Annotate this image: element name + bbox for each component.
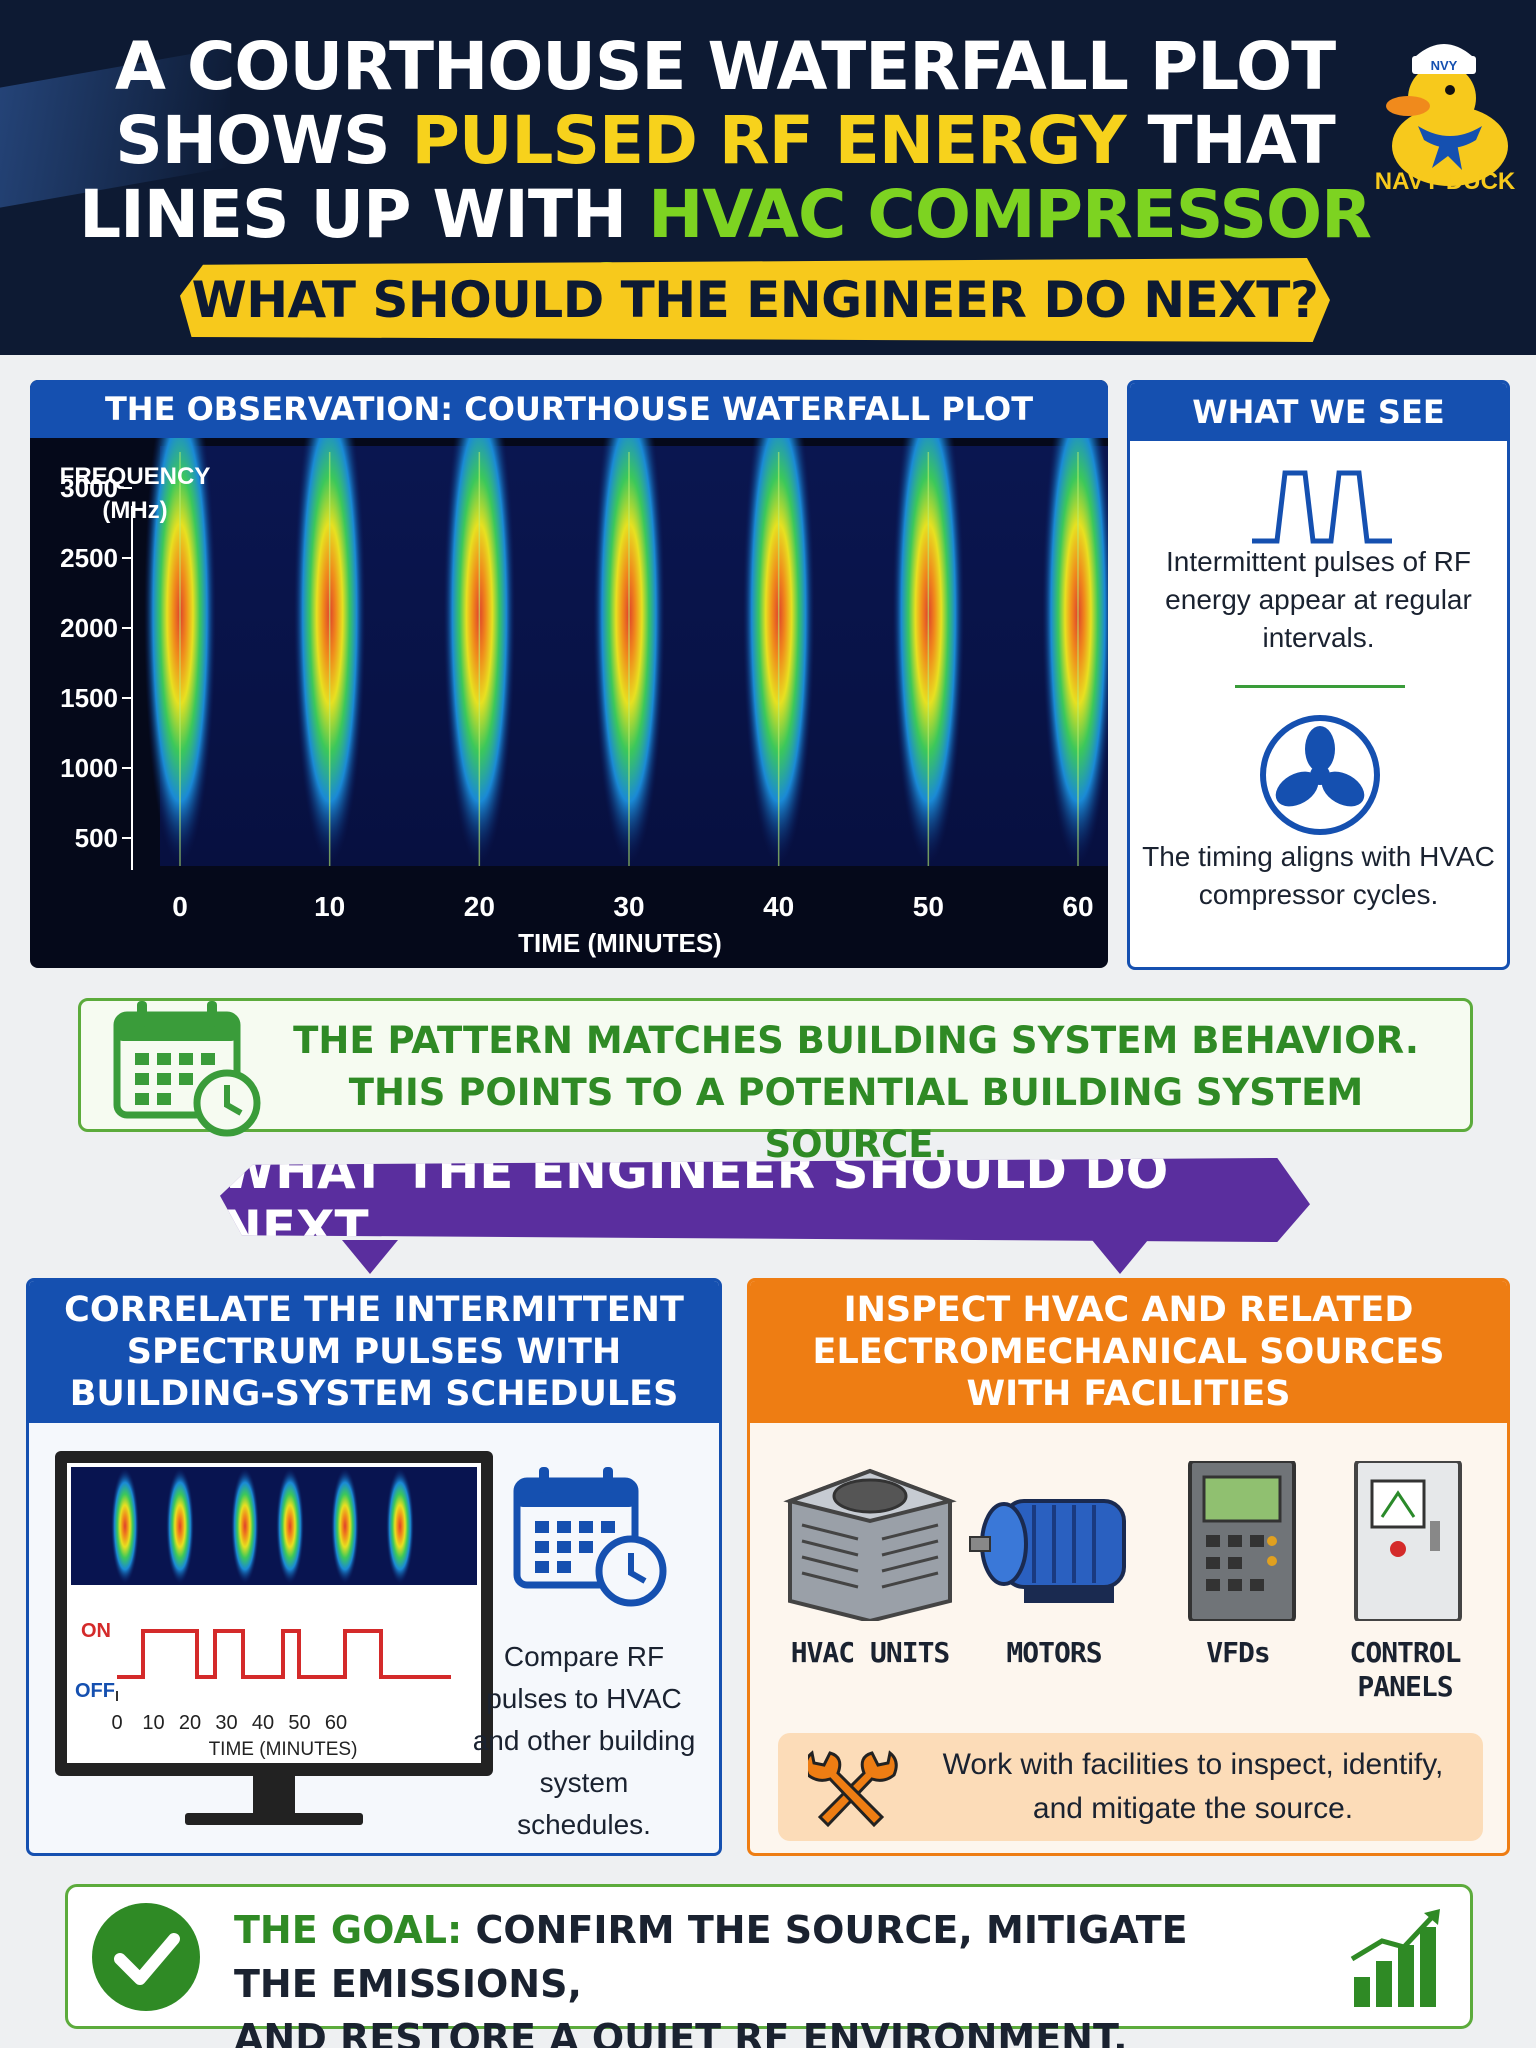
headline-line-1: A COURTHOUSE WATERFALL PLOT <box>114 28 1336 105</box>
question-text: WHAT SHOULD THE ENGINEER DO NEXT? <box>191 271 1319 329</box>
work-text: Work with facilities to inspect, identif… <box>942 1748 1444 1825</box>
x-tick-label: 50 <box>913 891 944 922</box>
correlate-card: CORRELATE THE INTERMITTENT SPECTRUM PULS… <box>26 1278 722 1856</box>
headline-text: THAT <box>1125 102 1335 179</box>
x-axis-label: TIME (MINUTES) <box>518 928 722 958</box>
fan-icon <box>1260 715 1380 835</box>
correlate-text: Compare RF pulses to HVAC and other buil… <box>472 1641 696 1840</box>
y-tick-label: 1500 <box>60 683 118 713</box>
goal-line-1: THE GOAL: CONFIRM THE SOURCE, MITIGATE T… <box>234 1903 1234 2011</box>
mini-x-tick-label: 0 <box>111 1712 122 1734</box>
pattern-callout: THE PATTERN MATCHES BUILDING SYSTEM BEHA… <box>78 998 1473 1166</box>
mini-rf-pulse <box>166 1468 194 1584</box>
motor-icon <box>969 1499 1126 1603</box>
header-banner: A COURTHOUSE WATERFALL PLOT SHOWS PULSED… <box>0 0 1536 355</box>
goal-text-1: CONFIRM THE SOURCE, MITIGATE THE EMISSIO… <box>234 1908 1188 2006</box>
x-tick-label: 10 <box>314 891 345 922</box>
y-tick-label: 3000 <box>60 473 118 503</box>
rf-pulse-6 <box>1042 438 1108 864</box>
mini-x-label: TIME (MINUTES) <box>209 1739 358 1760</box>
y-tick-label: 500 <box>75 823 118 853</box>
off-label: OFF <box>75 1680 115 1702</box>
y-axis-label-line-2: (MHz) <box>102 497 167 524</box>
calendar-clock-icon <box>113 1001 261 1137</box>
navy-duck-logo: NVY <box>1386 44 1508 186</box>
goal-label: THE GOAL: <box>234 1908 463 1952</box>
observation-title: THE OBSERVATION: COURTHOUSE WATERFALL PL… <box>30 380 1108 438</box>
mini-x-tick-label: 60 <box>325 1712 347 1734</box>
hvac-unit-icon <box>783 1468 957 1621</box>
logo-label: NAVY DUCK <box>1374 168 1516 195</box>
headline-text: LINES UP WITH <box>79 176 649 253</box>
what-we-see-title: WHAT WE SEE <box>1130 383 1507 441</box>
y-tick-label: 1000 <box>60 753 118 783</box>
headline-line-2: SHOWS PULSED RF ENERGY THAT <box>60 104 1390 178</box>
check-circle-icon <box>92 1903 200 2011</box>
mini-rf-pulse <box>111 1468 139 1584</box>
headline: A COURTHOUSE WATERFALL PLOT SHOWS PULSED… <box>60 30 1390 326</box>
goal-text: THE GOAL: CONFIRM THE SOURCE, MITIGATE T… <box>234 1903 1234 2048</box>
pattern-line-1: THE PATTERN MATCHES BUILDING SYSTEM BEHA… <box>293 1019 1419 1062</box>
correlate-title: CORRELATE THE INTERMITTENT SPECTRUM PULS… <box>29 1281 719 1423</box>
rising-chart-icon <box>1350 1909 1440 2007</box>
waterfall-plot: 3000 2500 2000 1500 1000 500 0 10 20 30 40 50 60 FR… <box>60 438 1108 958</box>
y-tick-label: 2000 <box>60 613 118 643</box>
inspect-title: INSPECT HVAC AND RELATED ELECTROMECHANIC… <box>750 1281 1507 1423</box>
mini-x-tick-label: 30 <box>215 1712 237 1734</box>
goal-callout: THE GOAL: CONFIRM THE SOURCE, MITIGATE T… <box>65 1884 1473 2048</box>
wrench-screwdriver-icon <box>808 1750 898 1828</box>
arrow-down-icon <box>1092 1240 1148 1274</box>
calendar-clock-icon <box>513 1467 667 1607</box>
x-tick-label: 30 <box>613 891 644 922</box>
vfd-icon <box>1188 1461 1296 1621</box>
x-tick-label: 40 <box>763 891 794 922</box>
equipment-label: VFDs <box>1206 1636 1270 1669</box>
y-tick-label: 2500 <box>60 543 118 573</box>
headline-text: SHOWS <box>115 102 412 179</box>
observation-panel: THE OBSERVATION: COURTHOUSE WATERFALL PL… <box>30 380 1108 968</box>
inspect-card: INSPECT HVAC AND RELATED ELECTROMECHANIC… <box>747 1278 1510 1856</box>
logo-hat-text: NVY <box>1431 58 1458 73</box>
pulse-wave-icon <box>1252 470 1392 544</box>
equipment-label: CONTROL PANELS <box>1349 1636 1461 1703</box>
work-callout: Work with facilities to inspect, identif… <box>778 1733 1483 1841</box>
on-label: ON <box>81 1620 111 1642</box>
pattern-text: THE PATTERN MATCHES BUILDING SYSTEM BEHA… <box>281 1015 1431 1171</box>
next-steps-banner: WHAT THE ENGINEER SHOULD DO NEXT <box>220 1158 1310 1242</box>
monitor-icon: ON OFF 0 10 20 30 40 50 60 TIME (MINUTES) <box>55 1451 493 1825</box>
on-off-schedule <box>117 1629 451 1679</box>
mini-x-tick-label: 50 <box>288 1712 310 1734</box>
mini-rf-pulse <box>276 1468 304 1584</box>
mini-x-tick-label: 10 <box>142 1712 164 1734</box>
mini-rf-pulse <box>331 1468 359 1584</box>
arrow-down-icon <box>342 1240 398 1274</box>
what-we-see-panel: WHAT WE SEE Intermittent pulses of RF en… <box>1127 380 1510 970</box>
mini-rf-pulse <box>231 1468 259 1584</box>
goal-line-2: AND RESTORE A QUIET RF ENVIRONMENT. <box>234 2016 1128 2048</box>
equipment-label: HVAC UNITS <box>790 1636 951 1669</box>
x-tick-label: 20 <box>464 891 495 922</box>
y-axis-label-line-1: FREQUENCY <box>60 463 211 490</box>
equipment-label: MOTORS <box>1006 1636 1102 1669</box>
control-panel-icon <box>1354 1461 1462 1621</box>
mini-rf-pulse <box>386 1468 414 1584</box>
see-text-timing: The timing aligns with HVAC compressor c… <box>1142 841 1495 910</box>
mini-x-tick-label: 20 <box>179 1712 201 1734</box>
next-steps-title: WHAT THE ENGINEER SHOULD DO NEXT <box>220 1142 1169 1258</box>
x-tick-label: 60 <box>1062 891 1093 922</box>
see-text-pulses: Intermittent pulses of RF energy appear … <box>1165 546 1472 653</box>
divider <box>1235 685 1405 688</box>
headline-highlight-rf: PULSED RF ENERGY <box>411 102 1126 179</box>
pattern-line-2: THIS POINTS TO A POTENTIAL BUILDING SYST… <box>348 1071 1364 1166</box>
x-tick-label: 0 <box>172 891 188 922</box>
question-banner: WHAT SHOULD THE ENGINEER DO NEXT? <box>180 258 1330 342</box>
mini-x-tick-label: 40 <box>252 1712 274 1734</box>
